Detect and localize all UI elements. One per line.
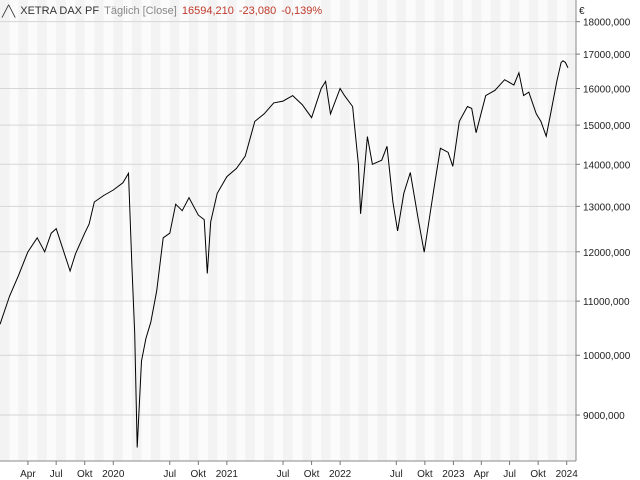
y-tick-label: 14000,000 — [583, 160, 631, 171]
month-band — [292, 0, 303, 461]
month-band — [236, 0, 246, 461]
x-tick-label: 2022 — [329, 469, 352, 480]
month-band — [330, 0, 341, 461]
x-tick-label: Jul — [277, 469, 290, 480]
month-band — [65, 0, 76, 461]
instrument-title: XETRA DAX PF — [20, 5, 100, 17]
x-tick-label: Apr — [20, 469, 36, 480]
x-tick-label: 2021 — [216, 469, 239, 480]
last-price: 16594,210 — [181, 5, 234, 17]
x-tick-label: Okt — [530, 469, 546, 480]
plot-background — [0, 0, 576, 461]
month-band — [217, 0, 227, 461]
x-tick-label: 2023 — [442, 469, 465, 480]
month-band — [103, 0, 114, 461]
month-band — [424, 0, 435, 461]
x-tick-label: Okt — [191, 469, 207, 480]
x-tick-label: Apr — [474, 469, 490, 480]
y-tick-label: 9000,000 — [583, 411, 625, 422]
chart-header: ╱╲ XETRA DAX PF Täglich [Close] 16594,21… — [2, 4, 322, 18]
month-band — [46, 0, 57, 461]
month-band — [160, 0, 170, 461]
x-tick-label: Jul — [50, 469, 63, 480]
price-change: -23,080 — [238, 5, 277, 17]
y-tick-label: 15000,000 — [583, 121, 631, 132]
y-tick-label: 13000,000 — [583, 202, 631, 213]
price-line — [0, 60, 569, 448]
month-band — [500, 0, 510, 461]
line-chart-icon: ╱╲ — [2, 5, 16, 18]
month-band — [179, 0, 189, 461]
y-tick-label: 16000,000 — [583, 85, 631, 96]
month-band — [122, 0, 132, 461]
x-tick-label: Jul — [503, 469, 516, 480]
month-band — [387, 0, 397, 461]
y-tick-label: 17000,000 — [583, 50, 631, 61]
month-band — [27, 0, 38, 461]
y-tick-label: 11000,000 — [583, 297, 630, 308]
month-band — [443, 0, 454, 461]
x-tick-label: Okt — [77, 469, 93, 480]
chart-mode: Täglich [Close] — [104, 5, 177, 17]
month-band — [538, 0, 548, 461]
month-band — [519, 0, 529, 461]
month-band — [481, 0, 491, 461]
x-tick-label: 2024 — [556, 469, 579, 480]
month-band — [273, 0, 284, 461]
month-band — [557, 0, 567, 461]
x-tick-label: Okt — [417, 469, 433, 480]
x-tick-label: 2020 — [102, 469, 125, 480]
y-tick-label: 18000,000 — [583, 18, 631, 29]
y-tick-label: 10000,000 — [583, 351, 631, 362]
month-band — [84, 0, 95, 461]
x-tick-label: Jul — [163, 469, 176, 480]
month-band — [405, 0, 416, 461]
month-band — [349, 0, 359, 461]
month-band — [311, 0, 322, 461]
x-tick-label: Jul — [390, 469, 403, 480]
month-band — [9, 0, 19, 461]
month-band — [368, 0, 378, 461]
month-band — [463, 0, 472, 461]
y-unit-label: € — [579, 6, 585, 17]
month-band — [141, 0, 151, 461]
month-band — [198, 0, 208, 461]
x-tick-label: Okt — [304, 469, 320, 480]
price-change-percent: -0,139% — [281, 5, 323, 17]
y-tick-label: 12000,000 — [583, 248, 631, 259]
month-band — [254, 0, 265, 461]
